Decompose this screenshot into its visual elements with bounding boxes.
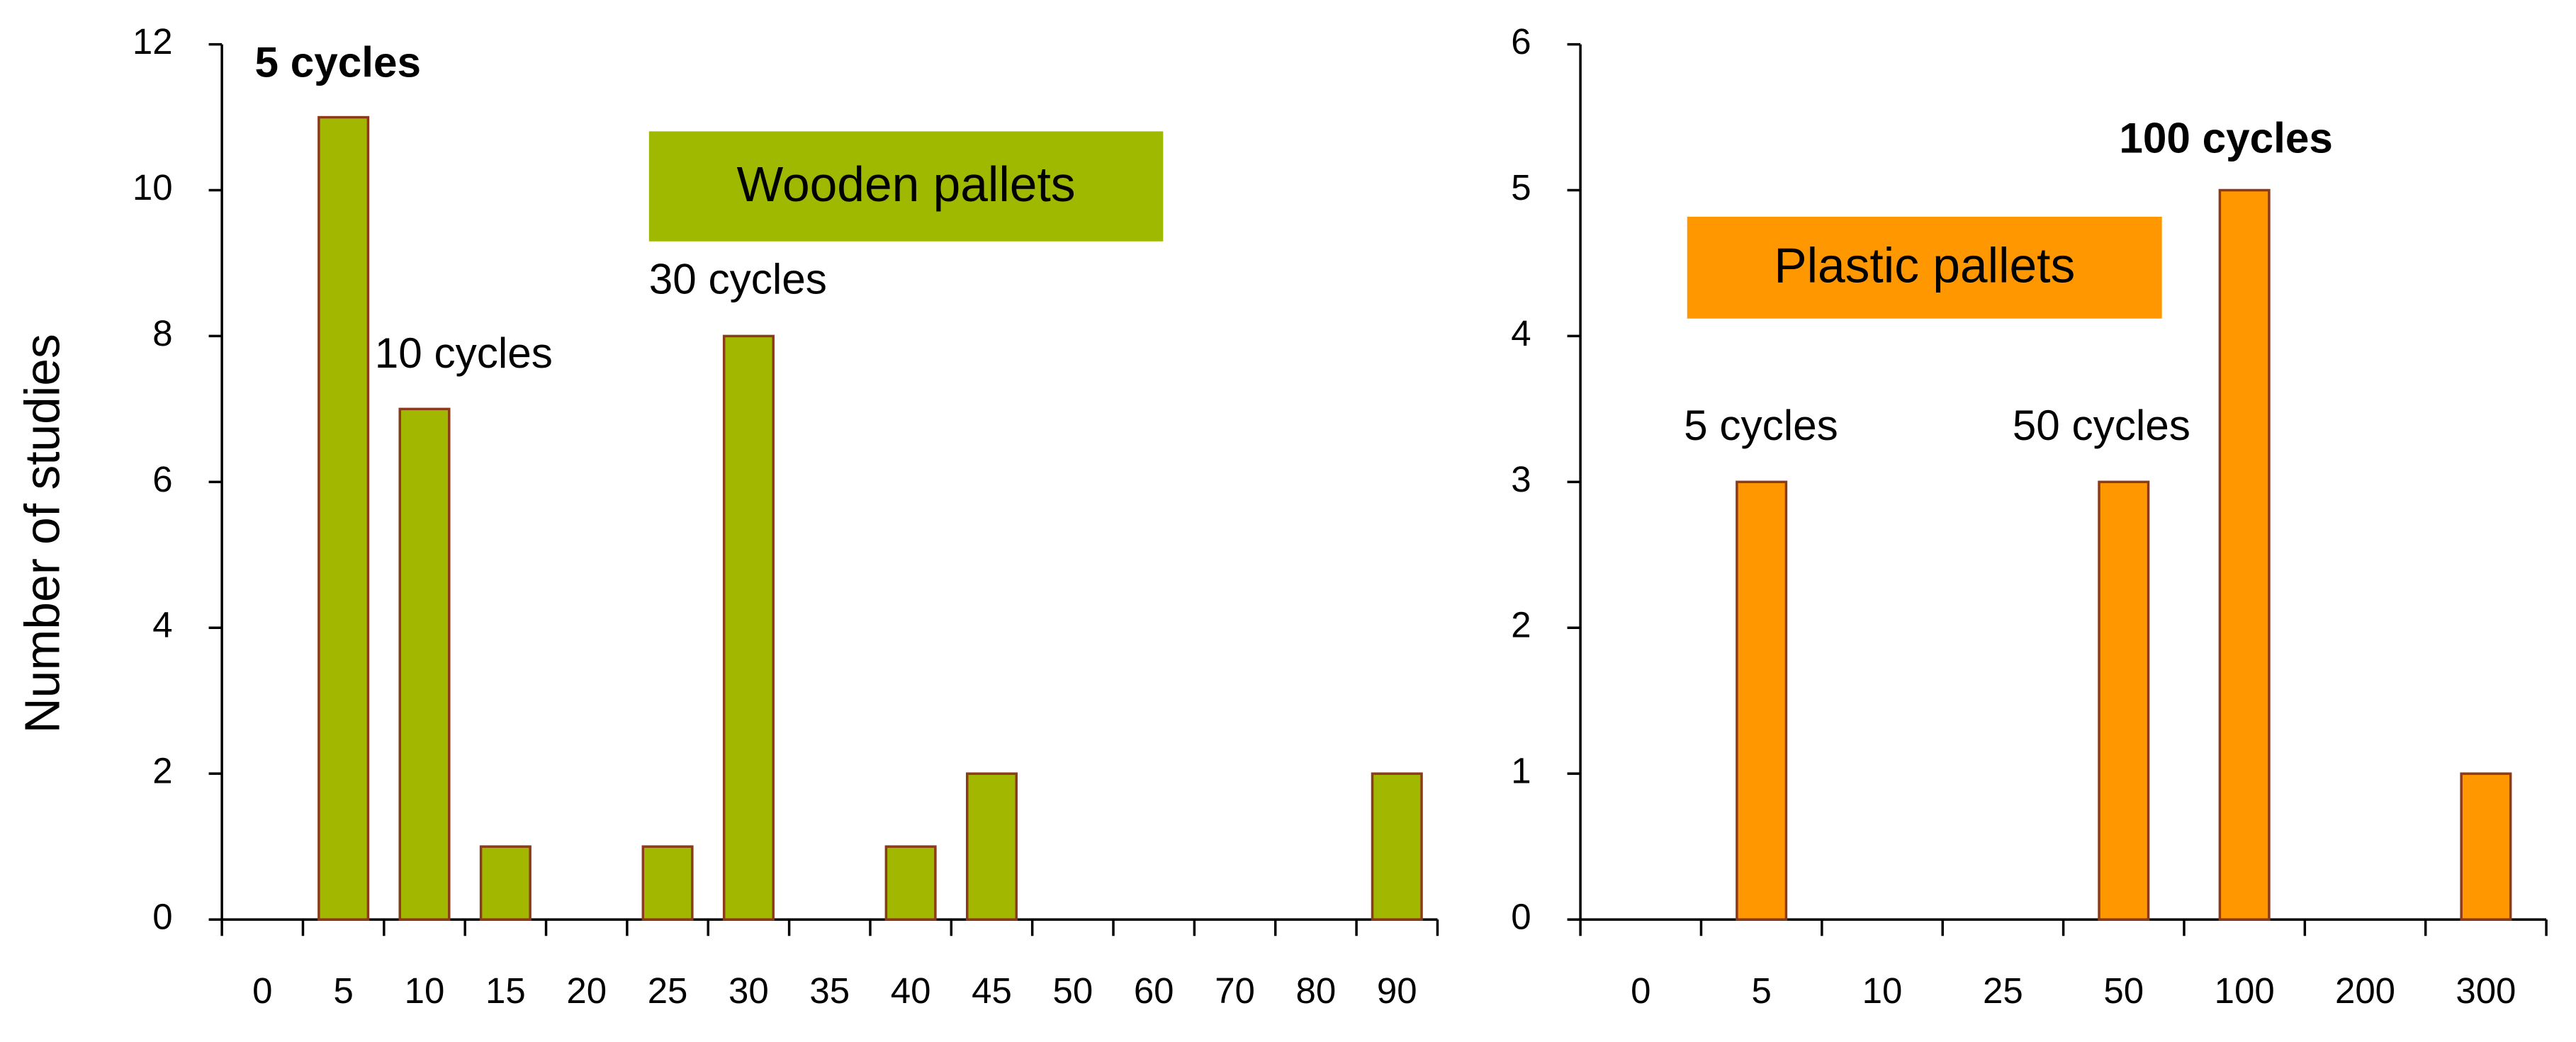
y-tick-label: 10 bbox=[133, 167, 173, 208]
x-tick-label: 300 bbox=[2456, 970, 2516, 1011]
bar bbox=[2098, 480, 2150, 921]
y-tick-label: 12 bbox=[133, 21, 173, 62]
x-tick-label: 30 bbox=[729, 970, 769, 1011]
y-tick-label: 4 bbox=[1511, 313, 1531, 353]
annotation: 50 cycles bbox=[2013, 401, 2190, 449]
x-tick-label: 200 bbox=[2335, 970, 2395, 1011]
x-tick-label: 60 bbox=[1134, 970, 1174, 1011]
x-tick-label: 0 bbox=[252, 970, 272, 1011]
annotation: 10 cycles bbox=[375, 329, 553, 377]
label-box bbox=[1687, 216, 2162, 319]
annotation: 30 cycles bbox=[649, 255, 827, 303]
label-box bbox=[648, 131, 1164, 242]
x-tick-label: 70 bbox=[1215, 970, 1255, 1011]
x-tick-label: 20 bbox=[566, 970, 607, 1011]
x-tick-label: 5 bbox=[1751, 970, 1771, 1011]
x-tick-label: 25 bbox=[1983, 970, 2023, 1011]
x-tick-label: 10 bbox=[1862, 970, 1903, 1011]
x-tick-label: 40 bbox=[891, 970, 931, 1011]
x-tick-label: 90 bbox=[1377, 970, 1417, 1011]
x-tick-label: 25 bbox=[648, 970, 688, 1011]
y-tick-label: 3 bbox=[1511, 459, 1531, 499]
y-tick-label: 8 bbox=[152, 313, 172, 353]
label-box-text: Wooden pallets bbox=[737, 157, 1076, 212]
x-tick-label: 100 bbox=[2215, 970, 2275, 1011]
x-tick-label: 80 bbox=[1296, 970, 1337, 1011]
x-tick-label: 5 bbox=[333, 970, 353, 1011]
bar bbox=[722, 334, 775, 921]
y-axis-label: Number of studies bbox=[14, 334, 69, 733]
y-tick-label: 0 bbox=[152, 897, 172, 937]
y-tick-label: 2 bbox=[152, 751, 172, 791]
x-tick-label: 50 bbox=[1052, 970, 1093, 1011]
bar bbox=[479, 845, 531, 921]
bar bbox=[1371, 772, 1423, 921]
bar bbox=[2218, 188, 2271, 921]
x-tick-label: 45 bbox=[972, 970, 1012, 1011]
y-tick-label: 0 bbox=[1511, 897, 1531, 937]
x-tick-label: 50 bbox=[2103, 970, 2144, 1011]
annotation: 5 cycles bbox=[1684, 401, 1838, 449]
x-tick-label: 0 bbox=[1631, 970, 1650, 1011]
x-tick-label: 15 bbox=[485, 970, 526, 1011]
y-tick-label: 6 bbox=[1511, 21, 1531, 62]
y-tick-label: 2 bbox=[1511, 605, 1531, 645]
y-tick-label: 4 bbox=[152, 605, 172, 645]
bar bbox=[965, 772, 1018, 921]
annotation: 100 cycles bbox=[2119, 113, 2333, 162]
x-tick-label: 10 bbox=[405, 970, 445, 1011]
bar bbox=[2460, 772, 2512, 921]
y-tick-label: 5 bbox=[1511, 167, 1531, 208]
bar bbox=[317, 115, 370, 921]
bar bbox=[1736, 480, 1788, 921]
bar bbox=[884, 845, 937, 921]
bar bbox=[398, 407, 451, 921]
y-tick-label: 1 bbox=[1511, 751, 1531, 791]
label-box-text: Plastic pallets bbox=[1774, 238, 2075, 293]
y-tick-label: 6 bbox=[152, 459, 172, 499]
x-tick-label: 35 bbox=[809, 970, 850, 1011]
annotation: 5 cycles bbox=[254, 38, 421, 86]
bar bbox=[641, 845, 694, 921]
